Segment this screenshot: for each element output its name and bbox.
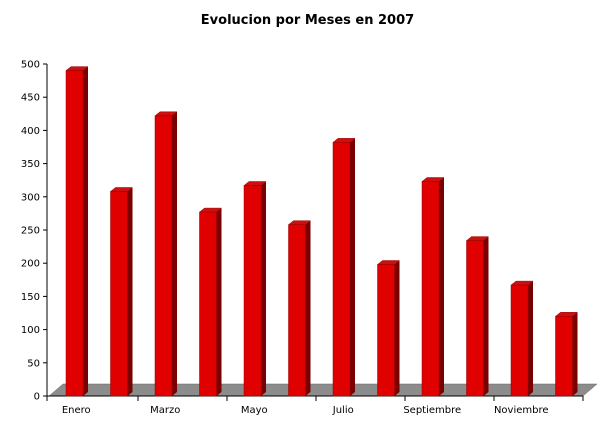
bar xyxy=(554,312,579,397)
bar-side xyxy=(172,111,177,397)
bar xyxy=(243,181,267,397)
bar xyxy=(421,177,445,397)
y-tick-label: 450 xyxy=(21,93,40,104)
bar xyxy=(510,280,534,397)
bar-side xyxy=(216,208,222,396)
y-tick-label: 100 xyxy=(21,325,40,336)
y-tick-label: 250 xyxy=(21,226,40,237)
bar-side xyxy=(127,187,133,396)
bar-front xyxy=(243,185,262,397)
bar xyxy=(332,138,356,397)
bar-front xyxy=(65,70,84,397)
bar xyxy=(65,66,89,397)
x-tick-label: Mayo xyxy=(241,405,268,416)
y-tick-label: 0 xyxy=(34,392,40,403)
y-tick-label: 500 xyxy=(21,60,40,71)
bar-front xyxy=(199,211,217,397)
bar xyxy=(465,236,490,397)
bar xyxy=(109,187,134,397)
bar-side xyxy=(394,260,400,396)
bar xyxy=(154,111,178,397)
bar-side xyxy=(350,138,355,397)
bar-side xyxy=(305,220,311,396)
y-tick-label: 50 xyxy=(27,358,40,369)
chart-title: Evolucion por Meses en 2007 xyxy=(200,13,415,28)
y-tick-label: 200 xyxy=(21,259,40,270)
bar-front xyxy=(288,224,306,397)
x-tick-label: Julio xyxy=(332,405,354,416)
bar xyxy=(287,220,312,397)
bar-side xyxy=(439,177,444,396)
bar xyxy=(198,207,223,397)
bar-side xyxy=(528,281,533,396)
x-tick-label: Enero xyxy=(62,405,91,416)
y-tick-label: 400 xyxy=(21,126,40,137)
y-tick-label: 350 xyxy=(21,159,40,170)
bar-front xyxy=(466,240,484,397)
bar-front xyxy=(510,284,529,397)
bar xyxy=(376,260,401,397)
bar-front xyxy=(421,181,440,397)
bar-side xyxy=(261,181,266,396)
bar-front xyxy=(555,316,573,397)
bar-side xyxy=(483,236,489,396)
bar-side xyxy=(572,312,578,396)
bar-front xyxy=(377,264,395,397)
x-tick-label: Septiembre xyxy=(403,405,461,416)
bar-side xyxy=(83,66,88,396)
bar-front xyxy=(154,115,173,397)
y-tick-label: 300 xyxy=(21,192,40,203)
bar-front xyxy=(110,191,128,397)
y-tick-label: 150 xyxy=(21,292,40,303)
x-tick-label: Noviembre xyxy=(494,405,549,416)
x-tick-label: Marzo xyxy=(150,405,180,416)
bar-front xyxy=(332,142,351,397)
